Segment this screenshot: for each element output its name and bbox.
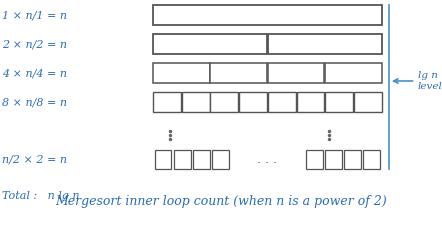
Bar	[210, 63, 267, 83]
Text: . . .: . . .	[257, 153, 278, 166]
Bar	[155, 150, 171, 169]
Bar	[193, 150, 210, 169]
Text: levels: levels	[418, 82, 442, 91]
Text: 8 × n/8 = n: 8 × n/8 = n	[2, 97, 67, 107]
Text: n/2 × 2 = n: n/2 × 2 = n	[2, 154, 67, 164]
Text: Mergesort inner loop count (when n is a power of 2): Mergesort inner loop count (when n is a …	[55, 195, 387, 208]
Bar	[268, 93, 296, 112]
Bar	[344, 150, 361, 169]
Text: 4 × n/4 = n: 4 × n/4 = n	[2, 68, 67, 78]
Bar	[212, 150, 229, 169]
Bar	[153, 5, 382, 25]
Bar	[268, 34, 382, 54]
Bar	[239, 93, 267, 112]
Bar	[268, 63, 324, 83]
Bar	[153, 34, 267, 54]
Bar	[174, 150, 191, 169]
Bar	[297, 93, 324, 112]
Bar	[153, 93, 181, 112]
Bar	[325, 63, 382, 83]
Bar	[325, 150, 342, 169]
Bar	[363, 150, 380, 169]
Bar	[354, 93, 382, 112]
Bar	[210, 93, 238, 112]
Bar	[153, 63, 210, 83]
Text: lg n: lg n	[418, 71, 438, 80]
Bar	[306, 150, 323, 169]
Text: Total :   n lg n: Total : n lg n	[2, 191, 80, 201]
Text: 2 × n/2 = n: 2 × n/2 = n	[2, 39, 67, 49]
Bar	[325, 93, 353, 112]
Text: 1 × n/1 = n: 1 × n/1 = n	[2, 10, 67, 20]
Bar	[182, 93, 210, 112]
